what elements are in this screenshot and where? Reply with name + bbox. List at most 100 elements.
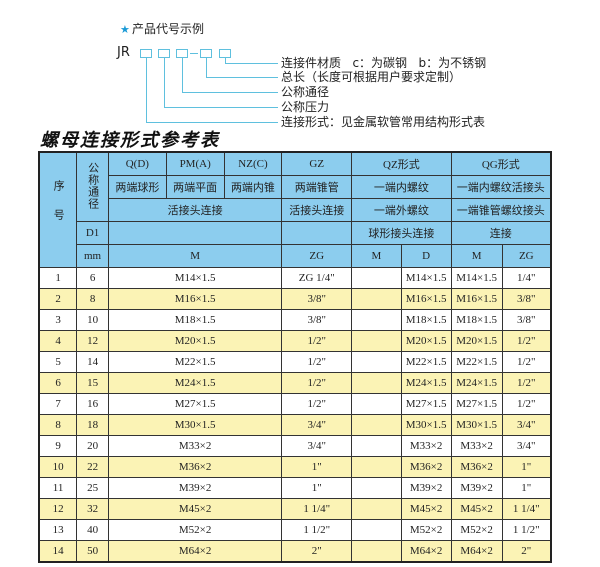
table-row: 7 16 M27×1.5 1/2" M27×1.5 M27×1.5 1/2" [38, 393, 552, 415]
cell-dn: 32 [76, 498, 109, 520]
header-qg-desc3: 连接 [450, 221, 552, 245]
header-qg-desc1: 一端内螺纹活接头 [450, 175, 552, 199]
cell-qz-d: M30×1.5 [400, 414, 452, 436]
cell-no: 10 [38, 456, 78, 478]
cell-no: 3 [38, 309, 78, 331]
cell-qz-d: M27×1.5 [400, 393, 452, 415]
cell-dn: 40 [76, 519, 109, 541]
cell-zg: 1 1/4" [281, 498, 353, 520]
cell-qz-m [351, 498, 402, 520]
label-length: 总长（长度可根据用户要求定制） [281, 70, 462, 84]
header-mm: mm [76, 244, 109, 268]
cell-dn: 10 [76, 309, 109, 331]
cell-no: 11 [38, 477, 78, 499]
label-material: 连接件材质 c：为碳钢 b：为不锈钢 [281, 56, 487, 70]
header-blank-gz [281, 221, 353, 245]
leader-line [146, 122, 278, 123]
example-heading: 产品代号示例 [132, 22, 205, 36]
leader-line [146, 58, 147, 122]
cell-qz-m [351, 519, 402, 541]
cell-qz-m [351, 330, 402, 352]
cell-zg: 1 1/2" [281, 519, 353, 541]
cell-qg-m: M22×1.5 [450, 351, 503, 373]
cell-no: 14 [38, 540, 78, 563]
header-qg: QG形式 [450, 151, 552, 176]
header-blank [107, 221, 283, 245]
table-title: 螺母连接形式参考表 [40, 130, 220, 151]
cell-qz-d: M52×2 [400, 519, 452, 541]
cell-qz-d: M18×1.5 [400, 309, 452, 331]
cell-qg-zg: 3/8" [501, 288, 552, 310]
table-row: 14 50 M64×2 2" M64×2 M64×2 2" [38, 540, 552, 563]
cell-dn: 12 [76, 330, 109, 352]
cell-m: M45×2 [107, 498, 283, 520]
label-connection: 连接形式：见金属软管常用结构形式表 [281, 115, 486, 129]
cell-zg: 1" [281, 456, 353, 478]
cell-qz-m [351, 456, 402, 478]
cell-qz-m [351, 267, 402, 289]
table-row: 1 6 M14×1.5 ZG 1/4" M14×1.5 M14×1.5 1/4" [38, 267, 552, 289]
table-row: 12 32 M45×2 1 1/4" M45×2 M45×2 1 1/4" [38, 498, 552, 520]
cell-m: M22×1.5 [107, 351, 283, 373]
cell-m: M18×1.5 [107, 309, 283, 331]
header-qd-desc: 两端球形 [107, 175, 167, 199]
code-box-length [200, 49, 212, 58]
leader-line [182, 58, 183, 92]
cell-qz-m [351, 414, 402, 436]
cell-dn: 22 [76, 456, 109, 478]
cell-qg-zg: 2" [501, 540, 552, 563]
cell-m: M27×1.5 [107, 393, 283, 415]
cell-m: M14×1.5 [107, 267, 283, 289]
cell-qz-d: M45×2 [400, 498, 452, 520]
header-seq: 序号 [38, 151, 78, 268]
cell-zg: 1/2" [281, 393, 353, 415]
table-row: 3 10 M18×1.5 3/8" M18×1.5 M18×1.5 3/8" [38, 309, 552, 331]
cell-no: 1 [38, 267, 78, 289]
header-seq-label: 序号 [52, 179, 65, 238]
cell-qg-zg: 3/4" [501, 414, 552, 436]
cell-no: 2 [38, 288, 78, 310]
cell-m: M52×2 [107, 519, 283, 541]
leader-line [225, 58, 226, 63]
leader-line [164, 107, 278, 108]
cell-dn: 25 [76, 477, 109, 499]
cell-zg: 3/4" [281, 414, 353, 436]
header-qg-desc2: 一端锥管螺纹接头 [450, 198, 552, 222]
cell-no: 13 [38, 519, 78, 541]
cell-zg: 1/2" [281, 372, 353, 394]
cell-qg-zg: 1/2" [501, 393, 552, 415]
cell-qg-m: M18×1.5 [450, 309, 503, 331]
cell-qz-d: M64×2 [400, 540, 452, 563]
header-qz-m: M [351, 244, 402, 268]
nut-connection-table: 序号 公称通径 Q(D) PM(A) NZ(C) GZ QZ形式 QG形式 两端… [38, 151, 552, 563]
cell-qz-m [351, 393, 402, 415]
code-box-pressure [158, 49, 170, 58]
cell-qg-zg: 1 1/4" [501, 498, 552, 520]
cell-m: M24×1.5 [107, 372, 283, 394]
cell-zg: 1" [281, 477, 353, 499]
cell-qg-zg: 3/4" [501, 435, 552, 457]
star-icon: ★ [120, 23, 130, 36]
code-dash [190, 53, 198, 54]
cell-qg-m: M36×2 [450, 456, 503, 478]
header-pma: PM(A) [165, 151, 225, 176]
code-box-diameter [176, 49, 188, 58]
table-row: 4 12 M20×1.5 1/2" M20×1.5 M20×1.5 1/2" [38, 330, 552, 352]
cell-qz-d: M14×1.5 [400, 267, 452, 289]
cell-qz-d: M33×2 [400, 435, 452, 457]
cell-qg-m: M52×2 [450, 519, 503, 541]
cell-zg: 2" [281, 540, 353, 563]
cell-no: 5 [38, 351, 78, 373]
cell-qz-m [351, 351, 402, 373]
cell-zg: 3/8" [281, 309, 353, 331]
cell-qz-d: M36×2 [400, 456, 452, 478]
code-prefix: JR [117, 45, 130, 60]
cell-dn: 20 [76, 435, 109, 457]
cell-zg: 1/2" [281, 330, 353, 352]
cell-qz-d: M20×1.5 [400, 330, 452, 352]
cell-no: 9 [38, 435, 78, 457]
cell-zg: 3/4" [281, 435, 353, 457]
cell-dn: 6 [76, 267, 109, 289]
cell-qg-m: M39×2 [450, 477, 503, 499]
header-pma-desc: 两端平面 [165, 175, 225, 199]
